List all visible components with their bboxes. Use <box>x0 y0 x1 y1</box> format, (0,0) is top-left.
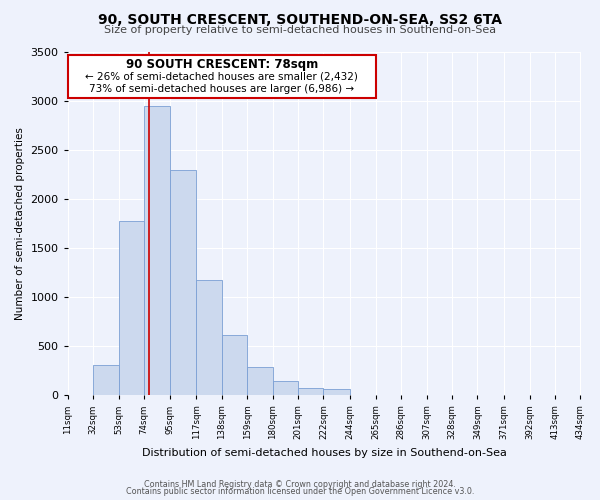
Text: 73% of semi-detached houses are larger (6,986) →: 73% of semi-detached houses are larger (… <box>89 84 354 94</box>
Bar <box>247 367 272 396</box>
Bar <box>323 389 350 396</box>
Bar <box>119 222 144 396</box>
FancyBboxPatch shape <box>68 56 376 98</box>
Bar <box>170 170 196 396</box>
Bar <box>144 106 170 396</box>
Text: 90, SOUTH CRESCENT, SOUTHEND-ON-SEA, SS2 6TA: 90, SOUTH CRESCENT, SOUTHEND-ON-SEA, SS2… <box>98 12 502 26</box>
Bar <box>196 280 221 396</box>
Text: 90 SOUTH CRESCENT: 78sqm: 90 SOUTH CRESCENT: 78sqm <box>125 58 318 71</box>
Bar <box>272 380 298 396</box>
X-axis label: Distribution of semi-detached houses by size in Southend-on-Sea: Distribution of semi-detached houses by … <box>142 448 506 458</box>
Text: Contains public sector information licensed under the Open Government Licence v3: Contains public sector information licen… <box>126 487 474 496</box>
Text: Contains HM Land Registry data © Crown copyright and database right 2024.: Contains HM Land Registry data © Crown c… <box>144 480 456 489</box>
Text: Size of property relative to semi-detached houses in Southend-on-Sea: Size of property relative to semi-detach… <box>104 25 496 35</box>
Bar <box>298 388 323 396</box>
Bar <box>93 365 119 396</box>
Y-axis label: Number of semi-detached properties: Number of semi-detached properties <box>15 127 25 320</box>
Bar <box>221 336 247 396</box>
Text: ← 26% of semi-detached houses are smaller (2,432): ← 26% of semi-detached houses are smalle… <box>85 72 358 82</box>
